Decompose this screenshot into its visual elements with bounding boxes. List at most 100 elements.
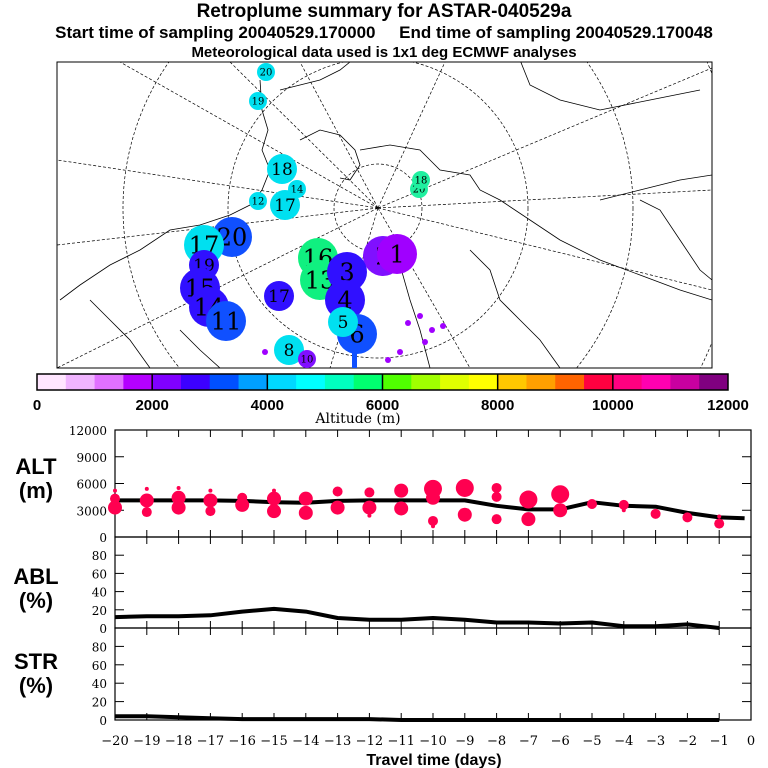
altitude-bubble <box>457 507 472 522</box>
abl-label-line2: (%) <box>18 588 54 613</box>
plume-cluster-marker <box>264 281 294 311</box>
plume-cluster-marker <box>257 63 275 81</box>
meridian <box>377 67 712 209</box>
altitude-bubble <box>298 505 313 520</box>
colorbar-swatch <box>180 374 211 390</box>
colorbar-swatch <box>324 374 355 390</box>
alt-panel-label: ALT (m) <box>0 455 72 503</box>
colorbar-swatch <box>497 374 527 390</box>
meridian <box>329 207 379 368</box>
panel-abl: 0 20 40 60 80 <box>92 536 752 636</box>
str-panel-label: STR (%) <box>0 650 72 698</box>
y-tick-label: 0 <box>99 622 107 636</box>
altitude-bubble <box>171 500 186 515</box>
colorbar-swatch <box>584 374 614 390</box>
colorbar-swatch <box>209 374 240 390</box>
plume-cluster-label: 12 <box>252 197 265 208</box>
plume-cluster-label: 17 <box>268 287 290 307</box>
plume-cluster-label: 11 <box>211 307 242 335</box>
y-tick-label: 0 <box>99 531 107 545</box>
y-tick-label: 9000 <box>76 451 107 465</box>
colorbar-tick-label: 0 <box>33 397 41 414</box>
latitude-circle <box>227 62 529 359</box>
plume-cluster-label: 17 <box>274 196 296 216</box>
x-tick-label: −17 <box>197 734 224 749</box>
altitude-bubble <box>618 499 629 510</box>
colorbar-swatch <box>670 374 700 390</box>
alt-label-line2: (m) <box>18 478 54 503</box>
colorbar-swatch <box>37 374 67 390</box>
altitude-bubble <box>235 497 250 512</box>
map-frame <box>56 61 713 369</box>
str-series-line <box>115 714 720 722</box>
colorbar-swatch <box>267 374 297 390</box>
str-label-line2: (%) <box>18 673 54 698</box>
y-tick-label: 0 <box>99 714 107 728</box>
altitude-bubble <box>171 490 186 505</box>
meridian <box>57 159 379 209</box>
x-tick-label: −5 <box>582 734 601 749</box>
x-tick-label: −14 <box>292 734 319 749</box>
altitude-bubble <box>551 485 570 504</box>
plume-cluster-label: 20 <box>413 185 426 196</box>
plume-particle <box>422 339 428 345</box>
altitude-bubble <box>141 507 152 518</box>
y-tick-label: 40 <box>92 677 107 691</box>
panel-frame <box>114 627 752 721</box>
altitude-bubble <box>144 486 149 491</box>
y-tick-label: 80 <box>92 549 107 563</box>
altitude-bubble <box>332 486 343 497</box>
plume-particle <box>417 313 423 319</box>
altitude-bubble <box>519 490 538 509</box>
x-tick-label: −15 <box>260 734 287 749</box>
plume-particle <box>385 357 391 363</box>
y-tick-label: 60 <box>92 567 107 581</box>
abl-label-line1: ABL <box>13 564 59 589</box>
y-tick-label: 3000 <box>76 504 107 518</box>
plume-cluster-marker <box>249 92 267 110</box>
colorbar-swatch <box>641 374 671 390</box>
x-tick-label: −2 <box>678 734 697 749</box>
time-series-panels: 030006000900012000020406080020406080−20−… <box>69 424 755 749</box>
plume-cluster-marker <box>412 171 430 189</box>
abl-series-line <box>114 606 720 630</box>
coastline-east-asia <box>639 199 712 281</box>
colorbar-tick-label: 2000 <box>135 397 168 414</box>
altitude-bubble <box>330 500 345 515</box>
plume-particle <box>440 323 446 329</box>
altitude-bubble <box>455 478 474 497</box>
end-time-label: End time of sampling 20040529.170048 <box>399 23 713 42</box>
altitude-bubble <box>491 491 502 502</box>
plume-particle <box>262 349 268 355</box>
x-tick-label: −19 <box>133 734 160 749</box>
altitude-bubble <box>139 493 154 508</box>
plume-cluster-label: 8 <box>284 341 295 361</box>
plume-cluster-label: 20 <box>260 68 273 79</box>
altitude-bubble <box>682 512 693 523</box>
altitude-bubble <box>205 506 216 517</box>
plume-trail <box>352 345 357 368</box>
altitude-bubble <box>491 514 502 525</box>
coastline-arctic-islands <box>299 129 361 181</box>
plume-particle <box>405 320 411 326</box>
colorbar-swatch <box>440 374 470 390</box>
y-tick-label: 6000 <box>76 478 107 492</box>
y-tick-label: 60 <box>92 659 107 673</box>
y-tick-label: 20 <box>92 604 107 618</box>
altitude-bubble <box>108 500 122 515</box>
y-tick-label: 20 <box>92 696 107 710</box>
altitude-bubble <box>587 499 597 510</box>
coastline-north-america <box>59 79 271 301</box>
plume-cluster-label: 19 <box>252 97 265 108</box>
x-axis-label: Travel time (days) <box>366 752 501 768</box>
altitude-bubble <box>362 500 377 515</box>
altitude-bubble <box>367 513 372 518</box>
x-tick-label: −4 <box>614 734 633 749</box>
x-tick-label: −18 <box>165 734 192 749</box>
x-tick-label: −7 <box>519 734 538 749</box>
start-time-label: Start time of sampling 20040529.170000 <box>55 23 376 42</box>
sampling-times: Start time of sampling 20040529.170000 E… <box>0 23 768 43</box>
colorbar-swatch <box>468 374 499 390</box>
altitude-bubble <box>267 491 281 506</box>
